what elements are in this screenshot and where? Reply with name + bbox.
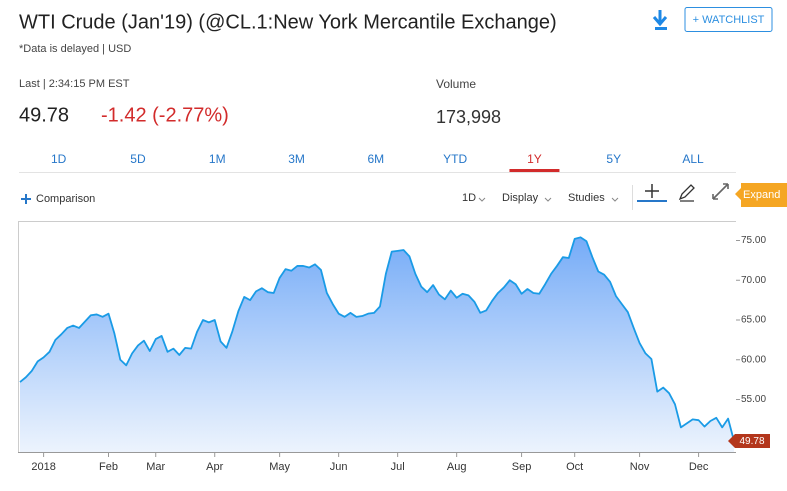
x-tick-label: Nov: [630, 461, 650, 473]
volume-label: Volume: [436, 77, 476, 91]
y-tick-label: 70.00: [741, 275, 766, 286]
price-change: -1.42 (-2.77%): [101, 104, 229, 126]
x-tick-label: Dec: [689, 461, 709, 473]
studies-menu[interactable]: Studies: [568, 192, 605, 204]
download-bar: [655, 27, 667, 30]
price-line: [19, 236, 735, 442]
plot-frame: [18, 221, 736, 452]
crosshair-icon: [645, 184, 659, 198]
last-value-badge: [728, 434, 770, 449]
range-tab[interactable]: 5D: [130, 152, 146, 166]
crosshair-underline: [637, 200, 667, 202]
price-chart: 55.00 60.00 65.00 70.00 75.00 2018 Feb Mar Apr Ma…: [18, 221, 770, 473]
comparison-plus: [21, 194, 31, 204]
y-tick-label: 55.00: [741, 394, 766, 405]
comparison-button[interactable]: Comparison: [36, 193, 95, 205]
crosshair-tool[interactable]: [637, 184, 667, 202]
range-tab[interactable]: 5Y: [606, 152, 621, 166]
x-tick-label: Sep: [512, 461, 532, 473]
page-title: WTI Crude (Jan'19) (@CL.1:New York Merca…: [19, 11, 557, 33]
chevron: [478, 197, 486, 202]
chevron: [611, 197, 619, 202]
last-label: Last | 2:34:15 PM EST: [19, 78, 130, 90]
expand-button[interactable]: [735, 183, 787, 207]
volume-value: 173,998: [436, 107, 501, 127]
x-tick-label: 2018: [31, 461, 55, 473]
watchlist-label: + WATCHLIST: [693, 14, 765, 26]
x-tick-label: May: [269, 461, 290, 473]
draw-tool[interactable]: [678, 184, 695, 202]
display-menu[interactable]: Display: [502, 192, 539, 204]
download-arrow: [652, 10, 668, 27]
x-tick-label: Mar: [146, 461, 165, 473]
range-tab[interactable]: 1M: [209, 152, 226, 166]
y-tick-label: 60.00: [741, 354, 766, 365]
chevron: [544, 197, 552, 202]
range-tab[interactable]: 1D: [51, 152, 67, 166]
x-tick-label: Jun: [330, 461, 348, 473]
last-value-label: 49.78: [739, 436, 764, 447]
y-tick-label: 75.00: [741, 235, 766, 246]
x-tick-label: Feb: [99, 461, 118, 473]
x-tick-label: Apr: [206, 461, 223, 473]
y-tick-label: 65.00: [741, 315, 766, 326]
range-tab[interactable]: 1Y: [527, 152, 542, 166]
range-tabs: 1D 5D 1M 3M 6M YTD 1Y 5Y ALL: [51, 152, 704, 172]
x-tick-label: Oct: [566, 461, 583, 473]
interval-menu[interactable]: 1D: [462, 192, 476, 204]
active-tab-underline: [509, 169, 560, 172]
download-icon[interactable]: [652, 10, 668, 30]
x-tick-label: Aug: [447, 461, 467, 473]
expand-icon[interactable]: [712, 183, 729, 200]
x-tick-label: Jul: [391, 461, 405, 473]
expand-label: Expand: [743, 189, 780, 201]
watchlist-button[interactable]: [684, 7, 773, 32]
range-tab[interactable]: ALL: [682, 152, 704, 166]
last-price: 49.78: [19, 104, 69, 126]
delay-note: *Data is delayed | USD: [19, 43, 131, 55]
area-fill: [20, 237, 734, 452]
range-tab[interactable]: YTD: [443, 152, 467, 166]
range-tab[interactable]: 6M: [368, 152, 385, 166]
range-tab[interactable]: 3M: [288, 152, 305, 166]
